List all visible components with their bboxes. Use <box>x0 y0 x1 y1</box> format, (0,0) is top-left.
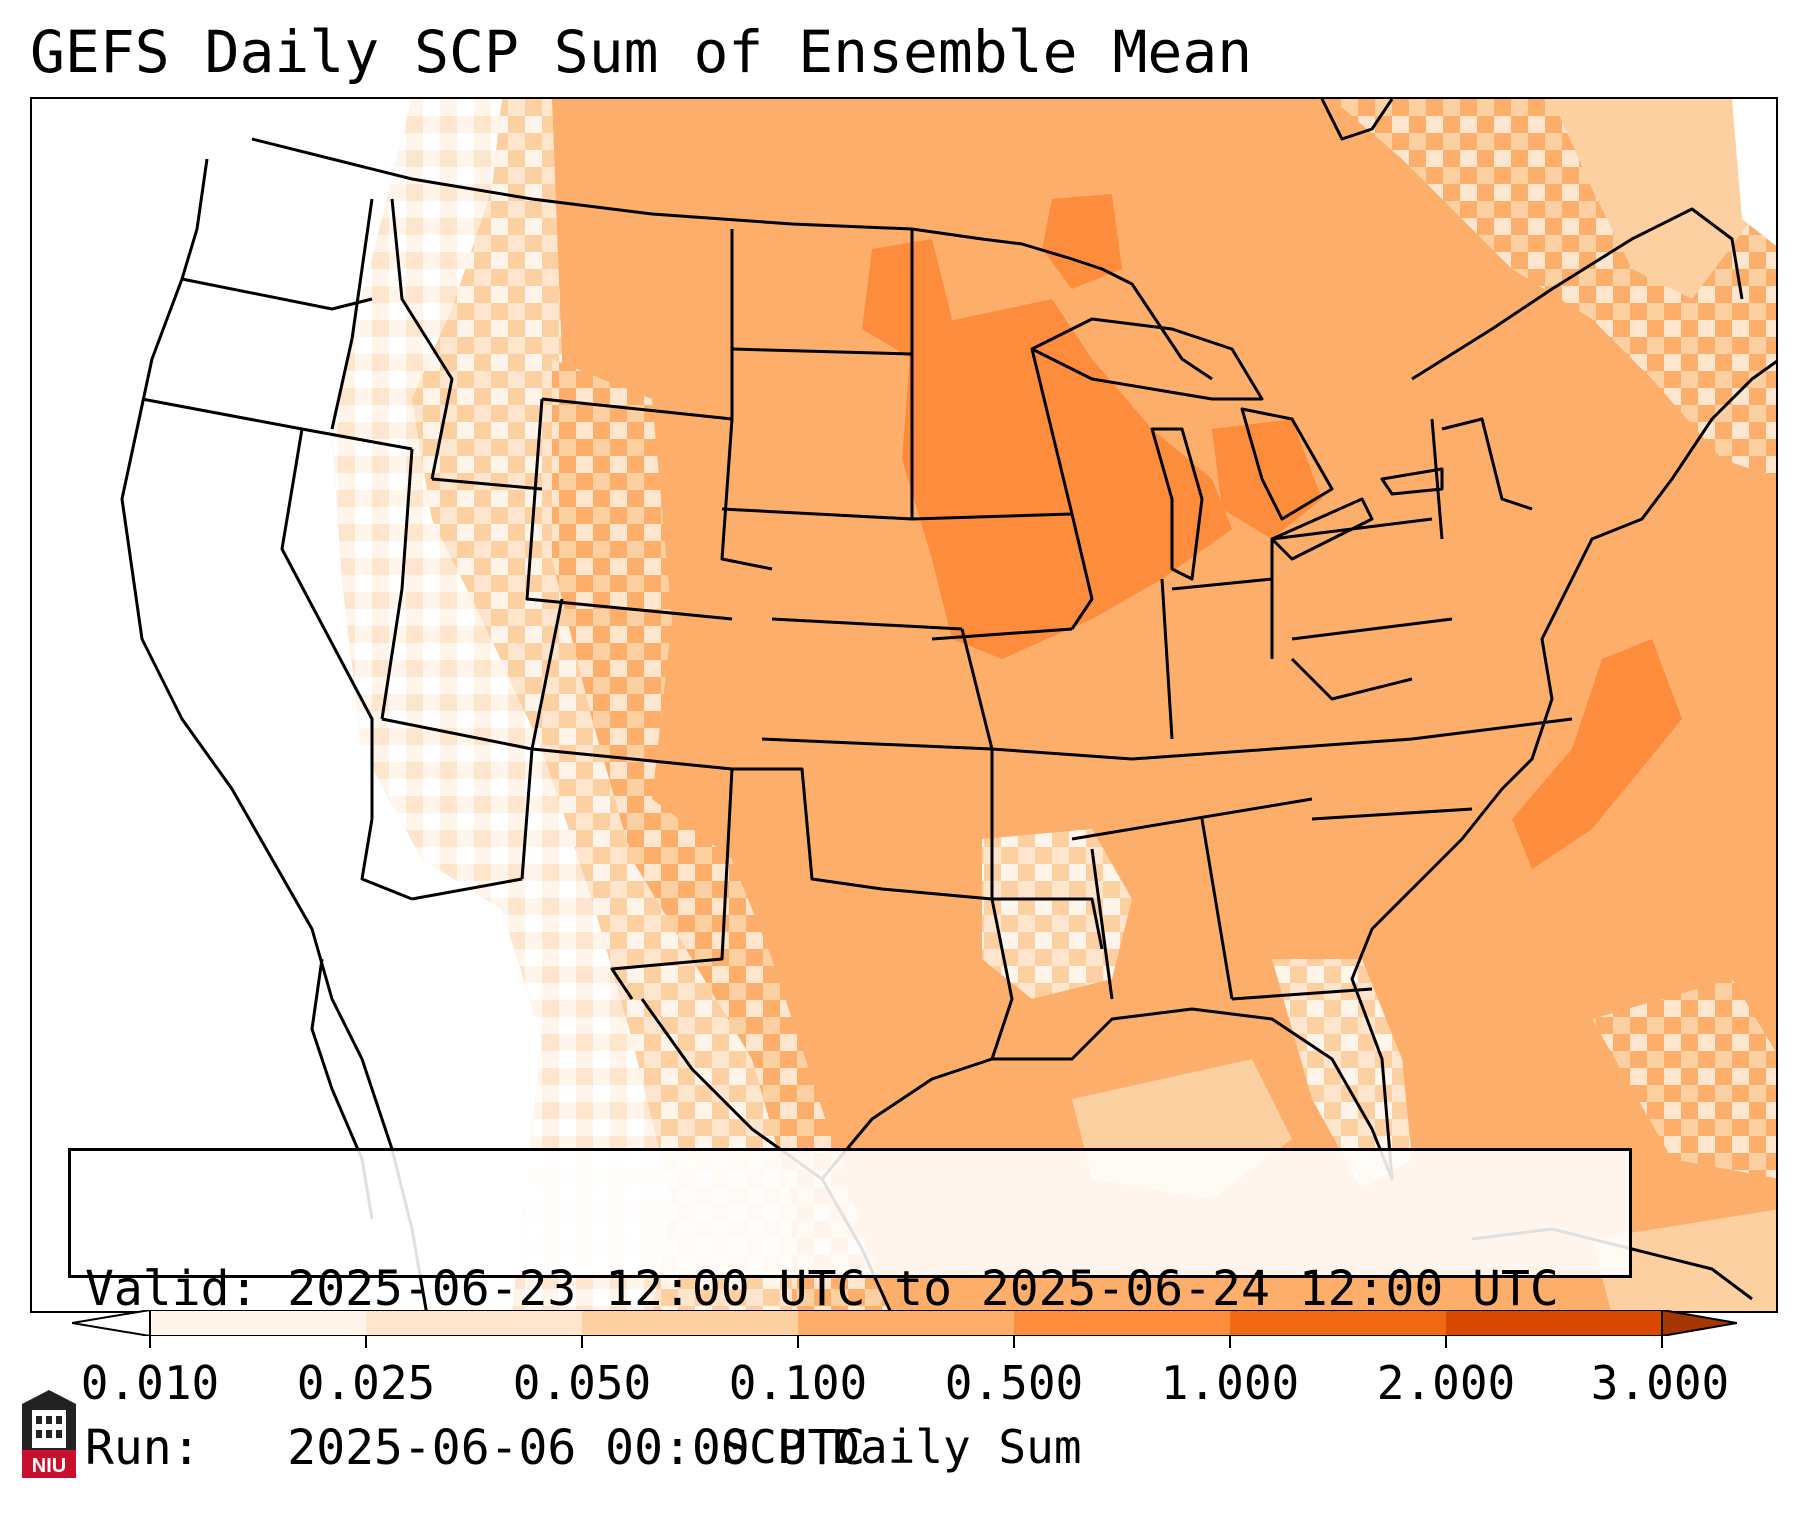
tick-label-3: 0.050 <box>512 1356 652 1410</box>
field-high-michigan <box>1212 419 1322 539</box>
colorbar-seg-2 <box>366 1310 582 1336</box>
lake-superior <box>1030 317 1264 401</box>
field-high-northdakota <box>862 239 952 359</box>
colorbar-seg-4 <box>798 1310 1014 1336</box>
border-ne-ks <box>771 617 963 631</box>
border-ia-il <box>1070 513 1094 630</box>
colorbar-seg-5 <box>1014 1310 1230 1336</box>
chart-title: GEFS Daily SCP Sum of Ensemble Mean <box>30 18 1253 86</box>
border-il-in <box>1160 578 1174 740</box>
tick-label-6: 1.000 <box>1160 1356 1300 1410</box>
border-la-tx <box>990 898 1014 1060</box>
coastline-pacific <box>120 158 428 1311</box>
colorbar <box>72 1310 1737 1336</box>
border-tn-south <box>1071 797 1313 841</box>
tick-label-7: 2.000 <box>1376 1356 1516 1410</box>
colorbar-seg-7 <box>1446 1310 1662 1336</box>
map-svg <box>32 99 1776 1311</box>
border-new-england <box>1441 417 1533 511</box>
colorbar-seg-3 <box>582 1310 798 1336</box>
coastline-gulf-atlantic <box>640 360 1776 1181</box>
border-ny-ne <box>1430 418 1444 540</box>
border-pa-md <box>1291 617 1453 641</box>
valid-label: Valid: <box>85 1261 259 1317</box>
border-wa-id <box>350 198 374 340</box>
border-ga-fl <box>1231 987 1373 1001</box>
border-ca-nv <box>280 428 374 819</box>
colorbar-outline <box>149 1310 1663 1336</box>
border-mo-ar <box>991 747 1133 761</box>
run-row: Run: 2025-06-06 00:00 UTC <box>85 1422 1615 1475</box>
run-label: Run: <box>85 1420 201 1476</box>
colorbar-extend-min <box>72 1310 151 1336</box>
lake-erie <box>1270 497 1374 561</box>
border-or-id <box>330 338 354 430</box>
logo-text: NIU <box>32 1455 66 1477</box>
border-wy-ut-co <box>525 398 733 621</box>
border-ia-mo <box>931 627 1073 641</box>
field-west-speckle <box>332 99 672 1311</box>
border-id-wy <box>431 477 543 491</box>
field-high-minnesota-can <box>1042 194 1122 289</box>
lake-huron <box>1240 407 1334 521</box>
tick-label-8: 3.000 <box>1590 1356 1730 1410</box>
valid-row: Valid: 2025-06-23 12:00 UTC to 2025-06-2… <box>85 1263 1615 1316</box>
border-ms-al <box>1090 848 1114 1000</box>
border-ut-az <box>381 717 533 751</box>
border-ks-ok <box>761 737 993 751</box>
border-ar-la <box>992 897 1104 950</box>
field-high-carolina <box>1512 639 1682 869</box>
border-ky-tn <box>1131 737 1413 761</box>
border-co-nm <box>531 747 733 771</box>
colorbar-seg-1 <box>150 1310 366 1336</box>
border-us-canada <box>251 137 1213 381</box>
border-ia-mn <box>911 512 1073 521</box>
border-ok-tx <box>732 767 993 901</box>
field-mountain-mix <box>412 99 792 1311</box>
border-nc-sc <box>1311 807 1473 821</box>
coastline-hudson-bay <box>1320 99 1394 141</box>
border-wv <box>1290 657 1413 701</box>
lake-ontario <box>1380 467 1444 496</box>
border-wy-ne <box>720 418 773 571</box>
field-pacific-edge <box>1732 99 1776 246</box>
border-nd-sd <box>731 347 913 356</box>
border-mn-wi <box>1030 348 1074 515</box>
map-panel <box>30 97 1778 1313</box>
tick-label-2: 0.025 <box>296 1356 436 1410</box>
niu-logo: NIU <box>22 1390 76 1478</box>
valid-value: 2025-06-23 12:00 UTC to 2025-06-24 12:00… <box>287 1261 1559 1317</box>
tick-label-1: 0.010 <box>80 1356 220 1410</box>
valid-run-info-box: Valid: 2025-06-23 12:00 UTC to 2025-06-2… <box>68 1148 1632 1475</box>
tick-label-5: 0.500 <box>944 1356 1084 1410</box>
border-id-mt <box>390 198 454 480</box>
run-value: 2025-06-06 00:00 UTC <box>287 1420 866 1476</box>
tick-label-4: 0.100 <box>728 1356 868 1410</box>
border-nm-tx <box>610 768 734 1000</box>
colorbar-ticks <box>149 1336 1663 1348</box>
border-az-nm <box>411 877 523 901</box>
lake-michigan <box>1150 427 1204 581</box>
map-borders <box>120 99 1776 1311</box>
border-in-oh <box>1171 577 1273 591</box>
field-southwest-mix <box>552 359 891 1311</box>
coastline-quebec <box>1411 207 1744 381</box>
border-mt-wy <box>541 397 733 421</box>
border-al-ga <box>1200 818 1234 1000</box>
colorbar-extend-max <box>1661 1310 1737 1336</box>
border-sd-ne <box>721 507 913 521</box>
field-high-midwest <box>902 299 1232 659</box>
field-atlantic-light <box>1592 979 1776 1179</box>
border-az-ca <box>360 818 413 901</box>
colorbar-seg-6 <box>1230 1310 1446 1336</box>
field-caribbean-light <box>1592 1209 1776 1311</box>
border-nv-ut <box>380 448 414 720</box>
colorbar-label: SCP Daily Sum <box>721 1420 1082 1474</box>
field-northeast-lighter <box>1552 99 1752 299</box>
